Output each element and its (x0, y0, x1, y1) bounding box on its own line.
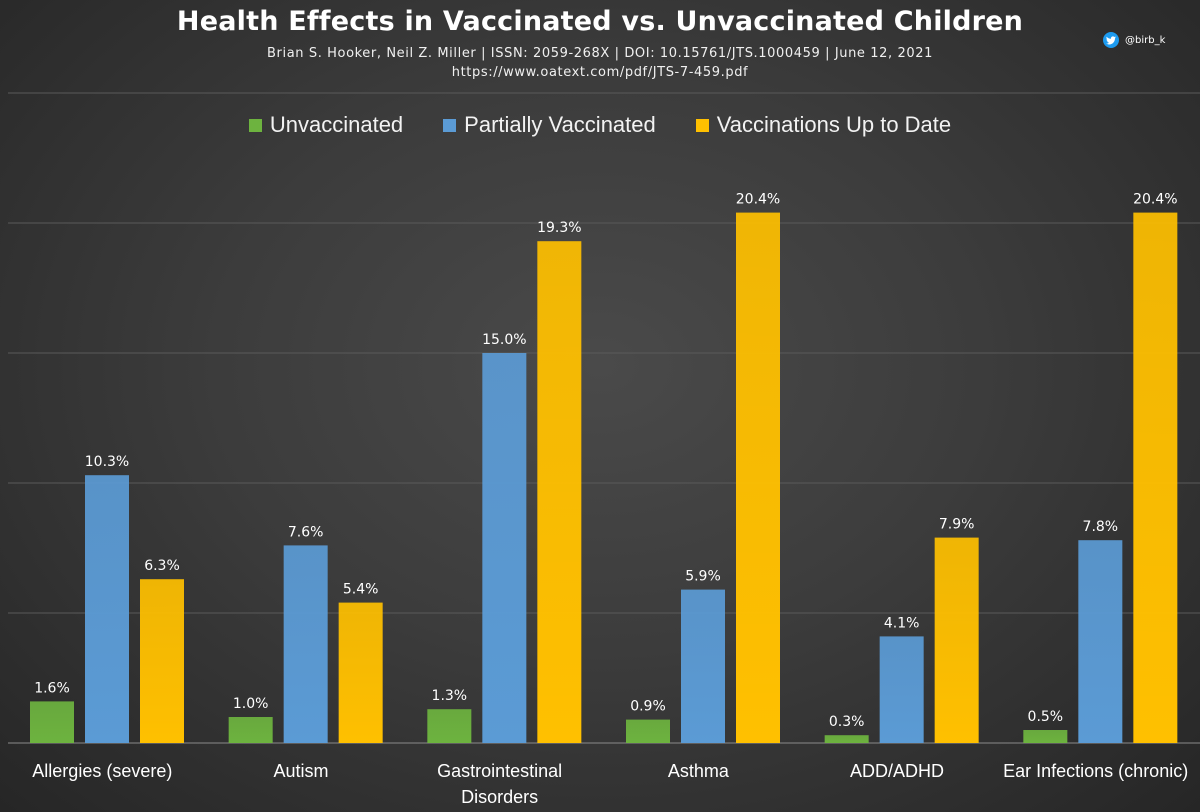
legend-item-1: Unvaccinated (248, 112, 404, 138)
data-label: 10.3% (85, 454, 129, 470)
twitter-icon (1103, 32, 1119, 48)
legend-label: Unvaccinated (269, 112, 404, 137)
bar-2-5 (879, 636, 924, 743)
category-label: Gastrointestinal (437, 761, 562, 781)
data-label: 0.9% (630, 699, 666, 715)
category-label: Ear Infections (chronic) (1003, 761, 1188, 781)
legend-item-2: Partially Vaccinated (443, 112, 656, 138)
data-label: 5.4% (343, 582, 379, 598)
legend-label: Partially Vaccinated (464, 112, 656, 137)
data-label: 4.1% (884, 615, 920, 631)
category-label: Disorders (461, 787, 538, 807)
watermark: @birb_k (1103, 31, 1165, 49)
data-label: 19.3% (537, 220, 581, 236)
bar-1-6 (1023, 730, 1068, 743)
bar-3-3 (537, 241, 582, 743)
bar-3-4 (736, 212, 780, 744)
category-label: Autism (273, 761, 328, 781)
chart-source-url: https://www.oatext.com/pdf/JTS-7-459.pdf (451, 65, 749, 80)
bar-3-1 (140, 579, 184, 743)
legend-swatch (248, 118, 262, 132)
legend-label: Vaccinations Up to Date (716, 112, 952, 137)
data-label: 7.9% (939, 517, 975, 533)
data-label: 5.9% (685, 569, 721, 585)
legend-item-3: Vaccinations Up to Date (695, 112, 952, 138)
bar-1-2 (228, 717, 273, 743)
bar-1-1 (30, 701, 74, 743)
bar-2-1 (85, 475, 129, 743)
bar-1-5 (824, 735, 869, 743)
watermark-handle: @birb_k (1125, 34, 1166, 46)
chart-legend: Unvaccinated Partially Vaccinated Vaccinat… (0, 112, 1200, 138)
bar-1-3 (427, 709, 472, 743)
data-label: 1.3% (432, 688, 468, 704)
bar-1-4 (626, 719, 670, 743)
category-label: ADD/ADHD (850, 761, 944, 781)
data-label: 7.8% (1083, 519, 1119, 535)
data-label: 0.5% (1028, 709, 1064, 725)
data-label: 15.0% (482, 332, 526, 348)
legend-swatch (443, 118, 457, 132)
legend-swatch (695, 118, 709, 132)
bar-2-2 (283, 545, 328, 743)
data-label: 7.6% (288, 524, 324, 540)
bar-3-5 (934, 537, 979, 743)
data-label: 20.4% (1133, 192, 1177, 208)
data-label: 1.6% (34, 680, 70, 696)
bar-3-6 (1133, 212, 1178, 744)
bar-3-2 (338, 602, 383, 743)
chart-subtitle: Brian S. Hooker, Neil Z. Miller | ISSN: … (267, 46, 933, 61)
bar-2-3 (482, 353, 527, 743)
bar-2-4 (681, 589, 725, 743)
category-label: Allergies (severe) (32, 761, 172, 781)
data-label: 6.3% (144, 558, 180, 574)
category-label: Asthma (668, 761, 730, 781)
bar-2-6 (1078, 540, 1123, 743)
data-label: 20.4% (736, 192, 780, 208)
chart-title: Health Effects in Vaccinated vs. Unvacci… (176, 6, 1024, 37)
data-label: 1.0% (233, 696, 269, 712)
data-label: 0.3% (829, 714, 865, 730)
